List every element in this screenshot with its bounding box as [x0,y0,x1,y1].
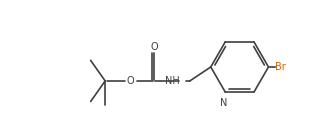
Text: O: O [150,42,158,52]
Text: NH: NH [165,76,180,86]
Text: Br: Br [275,62,286,72]
Text: O: O [127,76,135,86]
Text: N: N [220,99,227,108]
